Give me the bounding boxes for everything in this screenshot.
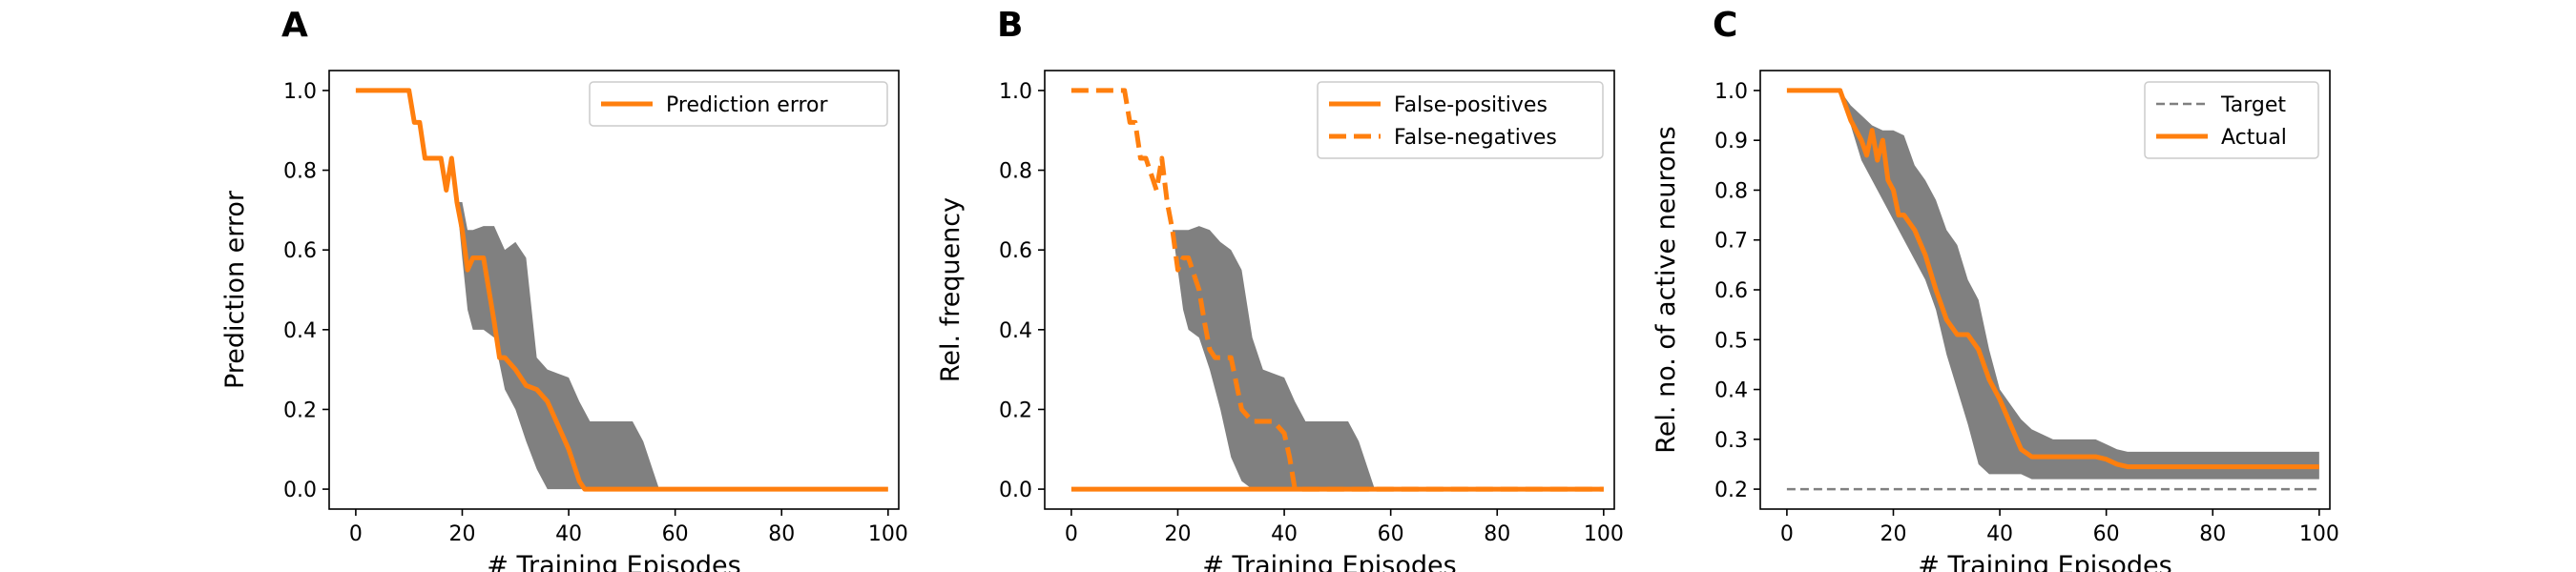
x-tick-label: 100 [1584, 522, 1624, 546]
y-axis-label: Rel. no. of active neurons [1652, 126, 1681, 453]
y-tick-label: 0.6 [1714, 279, 1748, 303]
x-tick-label: 20 [1164, 522, 1191, 546]
x-tick-label: 20 [448, 522, 475, 546]
x-axis-label: # Training Episodes [1202, 551, 1456, 572]
y-tick-label: 1.0 [283, 80, 317, 104]
chart-panel-c: 0 20 40 60 80 100 0.2 0.3 0.4 0.5 0.6 0.7 0.8 0.9 1.0 #… [1652, 6, 2339, 572]
x-tick-label: 40 [1271, 522, 1298, 546]
y-tick-label: 0.5 [1714, 329, 1748, 353]
x-tick-label: 100 [2299, 522, 2339, 546]
chart-panel-a: 0 20 40 60 80 100 0.0 0.2 0.4 0.6 0.8 1.0 # Training… [220, 6, 908, 572]
y-tick-label: 0.2 [283, 398, 317, 422]
chart-panel-b: 0 20 40 60 80 100 0.0 0.2 0.4 0.6 0.8 1.0 # Training… [936, 6, 1624, 572]
y-tick-label: 0.6 [283, 239, 317, 263]
legend: Prediction error [589, 81, 888, 127]
x-tick-label: 60 [2093, 522, 2120, 546]
x-tick-label: 100 [868, 522, 908, 546]
x-axis-label: # Training Episodes [1918, 551, 2171, 572]
y-tick-label: 0.2 [999, 398, 1032, 422]
y-tick-label: 0.4 [283, 319, 317, 343]
panel-label: B [997, 6, 1023, 45]
x-tick-label: 20 [1880, 522, 1906, 546]
y-tick-label: 0.8 [283, 160, 317, 184]
panel-label: A [281, 6, 308, 45]
y-tick-label: 0.4 [1714, 379, 1748, 403]
x-tick-label: 0 [349, 522, 363, 546]
y-tick-label: 0.0 [283, 479, 317, 502]
panel-label: C [1713, 6, 1737, 45]
y-tick-label: 0.2 [1714, 479, 1748, 502]
legend-entry: Actual [2221, 126, 2287, 150]
variability-band [1786, 90, 2319, 480]
x-tick-label: 60 [662, 522, 689, 546]
legend-entry: False-positives [1394, 93, 1548, 117]
x-tick-label: 80 [768, 522, 795, 546]
y-tick-label: 0.8 [999, 160, 1032, 184]
legend-box [1317, 81, 1604, 159]
x-tick-label: 0 [1065, 522, 1078, 546]
x-tick-label: 80 [1484, 522, 1510, 546]
y-tick-label: 0.4 [999, 319, 1032, 343]
x-tick-label: 0 [1780, 522, 1794, 546]
y-tick-label: 1.0 [999, 80, 1032, 104]
y-tick-label: 0.6 [999, 239, 1032, 263]
y-axis-label: Rel. frequency [936, 197, 966, 382]
x-axis-label: # Training Episodes [487, 551, 740, 572]
x-tick-label: 80 [2199, 522, 2226, 546]
y-axis-label: Prediction error [220, 190, 250, 389]
legend-entry: Prediction error [666, 93, 828, 117]
legend-box [589, 81, 888, 127]
legend: Target Actual [2144, 81, 2319, 159]
y-tick-label: 0.7 [1714, 230, 1748, 254]
series-line-actual [1786, 88, 2319, 470]
x-tick-label: 40 [1986, 522, 2013, 546]
variability-band [355, 90, 888, 490]
legend-box [2144, 81, 2319, 159]
y-tick-label: 0.3 [1714, 429, 1748, 453]
series-line-prediction-error [355, 88, 888, 492]
y-tick-label: 0.0 [999, 479, 1032, 502]
plot-frame [1044, 70, 1615, 510]
series-line-false-negatives [1070, 88, 1604, 492]
x-tick-label: 40 [555, 522, 582, 546]
legend-entry: False-negatives [1394, 126, 1557, 150]
legend-entry: Target [2220, 93, 2286, 117]
legend: False-positives False-negatives [1317, 81, 1604, 159]
y-tick-label: 1.0 [1714, 80, 1748, 104]
y-tick-label: 0.9 [1714, 130, 1748, 153]
x-tick-label: 60 [1378, 522, 1404, 546]
plot-frame [328, 70, 900, 510]
y-tick-label: 0.8 [1714, 179, 1748, 203]
